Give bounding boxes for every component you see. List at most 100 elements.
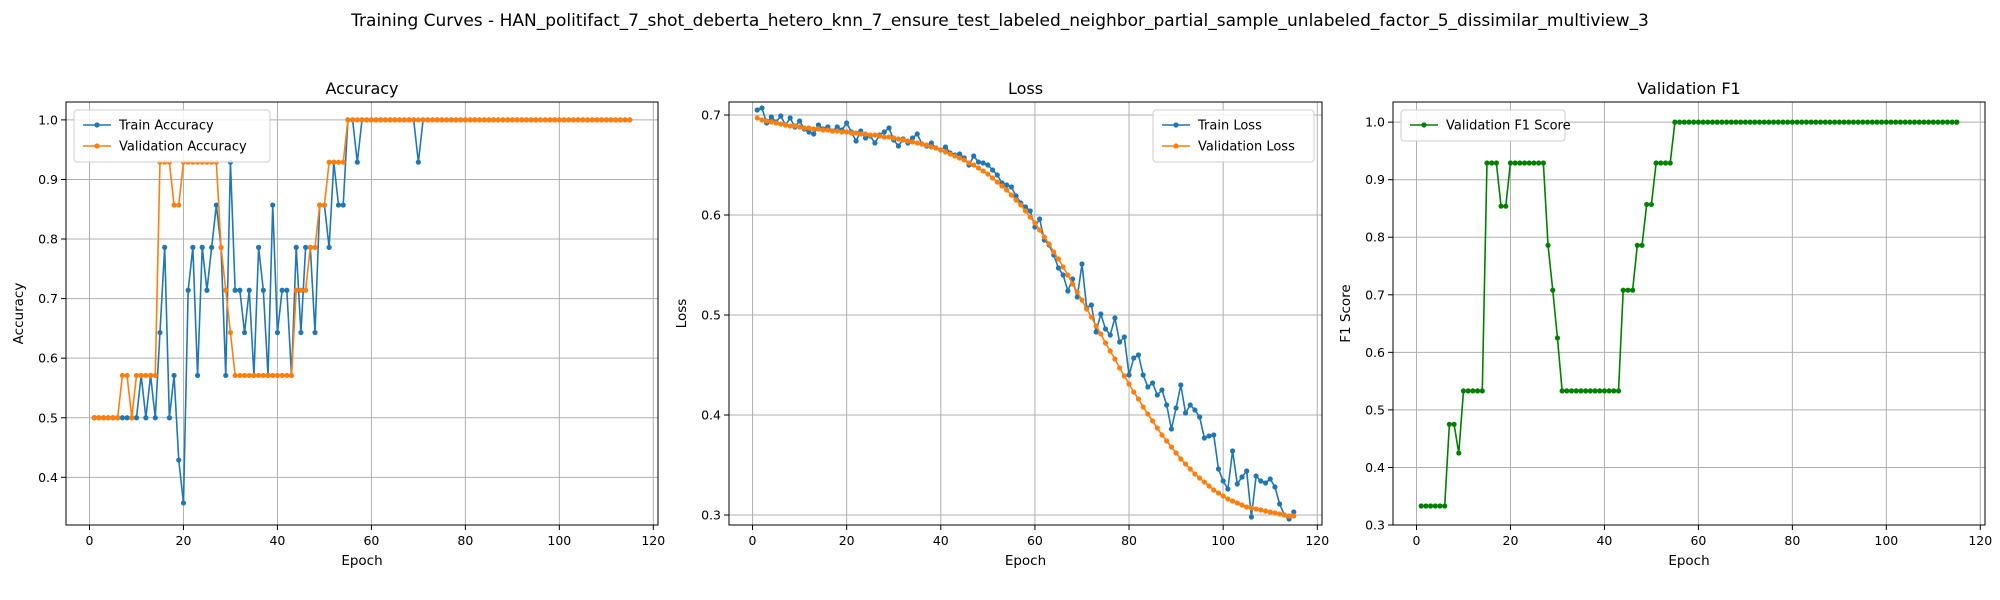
- data-point: [1046, 241, 1052, 247]
- data-point: [566, 117, 572, 123]
- x-tick-label: 80: [1784, 533, 1800, 548]
- series-0-1: [91, 117, 633, 421]
- data-point: [1055, 256, 1062, 262]
- data-point: [298, 329, 304, 336]
- y-tick-label: 0.5: [38, 410, 58, 425]
- data-point: [556, 117, 562, 123]
- data-point: [1709, 119, 1716, 125]
- data-point: [260, 372, 266, 379]
- data-point: [1808, 119, 1814, 125]
- data-point: [340, 159, 346, 165]
- data-point: [1615, 388, 1622, 394]
- x-tick-label: 80: [1121, 533, 1137, 548]
- series-line: [756, 106, 1295, 521]
- data-point: [1517, 160, 1523, 166]
- data-point: [1667, 160, 1673, 166]
- axes-frame: [1392, 101, 1986, 526]
- data-point: [1239, 474, 1245, 480]
- data-point: [552, 117, 558, 123]
- data-point: [1620, 287, 1626, 293]
- data-point: [778, 121, 784, 127]
- series-line: [756, 117, 1294, 517]
- legend-label: Validation F1 Score: [1446, 119, 1571, 134]
- data-point: [284, 372, 290, 379]
- x-tick-label: 80: [457, 533, 473, 548]
- chart-panel-2: 0 20 40 60 80 100 120 0.3 0.4 0.5 0.6 0.7 0.8 0.9 1.0 V…: [1338, 79, 1992, 569]
- data-point: [1888, 119, 1894, 125]
- x-tick-label: 0: [86, 533, 94, 548]
- x-tick-label: 40: [933, 533, 949, 548]
- data-point: [1187, 466, 1193, 472]
- legend-label: Train Accuracy: [118, 119, 214, 134]
- data-point: [411, 117, 417, 123]
- data-point: [223, 287, 229, 293]
- y-tick-label: 0.6: [1365, 345, 1385, 360]
- data-point: [1131, 355, 1137, 361]
- data-point: [1658, 160, 1664, 166]
- data-point: [1470, 388, 1476, 394]
- y-axis-label: F1 Score: [1338, 284, 1354, 342]
- data-point: [1215, 490, 1222, 496]
- data-point: [335, 159, 342, 165]
- data-point: [1135, 352, 1142, 358]
- data-point: [326, 159, 332, 165]
- x-tick-label: 100: [1874, 533, 1898, 548]
- data-point: [1625, 287, 1631, 293]
- data-point: [914, 131, 920, 137]
- data-point: [1018, 202, 1024, 208]
- data-point: [110, 415, 116, 421]
- data-point: [542, 117, 548, 123]
- data-point: [909, 139, 916, 145]
- data-point: [1850, 119, 1857, 125]
- x-axis-label: Epoch: [341, 553, 382, 569]
- data-point: [811, 126, 817, 132]
- data-point: [368, 117, 374, 123]
- y-tick-label: 0.4: [38, 470, 58, 485]
- data-point: [293, 287, 299, 293]
- data-point: [1691, 119, 1697, 125]
- data-point: [924, 142, 930, 148]
- data-point: [1131, 389, 1137, 395]
- data-point: [806, 129, 812, 135]
- data-point: [1211, 432, 1217, 438]
- data-point: [938, 147, 944, 153]
- data-point: [1088, 302, 1094, 308]
- data-point: [1719, 119, 1725, 125]
- data-point: [1432, 503, 1438, 509]
- data-point: [1714, 119, 1720, 125]
- data-point: [1013, 193, 1019, 199]
- data-point: [1568, 388, 1575, 394]
- data-point: [1949, 119, 1955, 125]
- data-point: [1060, 272, 1066, 278]
- data-point: [1583, 388, 1589, 394]
- data-point: [241, 372, 248, 379]
- data-point: [157, 329, 163, 336]
- data-point: [1503, 203, 1509, 209]
- data-point: [1192, 407, 1198, 413]
- x-tick-label: 60: [1690, 533, 1706, 548]
- data-point: [1944, 119, 1951, 125]
- data-point: [1418, 503, 1424, 509]
- data-point: [787, 115, 793, 121]
- data-point: [1813, 119, 1819, 125]
- data-point: [209, 244, 215, 250]
- data-point: [133, 372, 140, 379]
- data-point: [1832, 119, 1838, 125]
- data-point: [1728, 119, 1734, 125]
- data-point: [345, 117, 351, 123]
- x-tick-label: 60: [363, 533, 379, 548]
- data-point: [1055, 265, 1062, 271]
- data-point: [443, 117, 450, 123]
- data-point: [1267, 476, 1273, 482]
- data-point: [1423, 503, 1429, 509]
- data-point: [764, 118, 770, 124]
- legend-marker-swatch: [1173, 143, 1179, 149]
- data-point: [1893, 119, 1899, 125]
- data-point: [1695, 119, 1701, 125]
- data-point: [1225, 496, 1231, 502]
- data-point: [985, 162, 991, 168]
- x-tick-label: 20: [839, 533, 855, 548]
- data-point: [1267, 509, 1273, 515]
- data-point: [1662, 160, 1669, 166]
